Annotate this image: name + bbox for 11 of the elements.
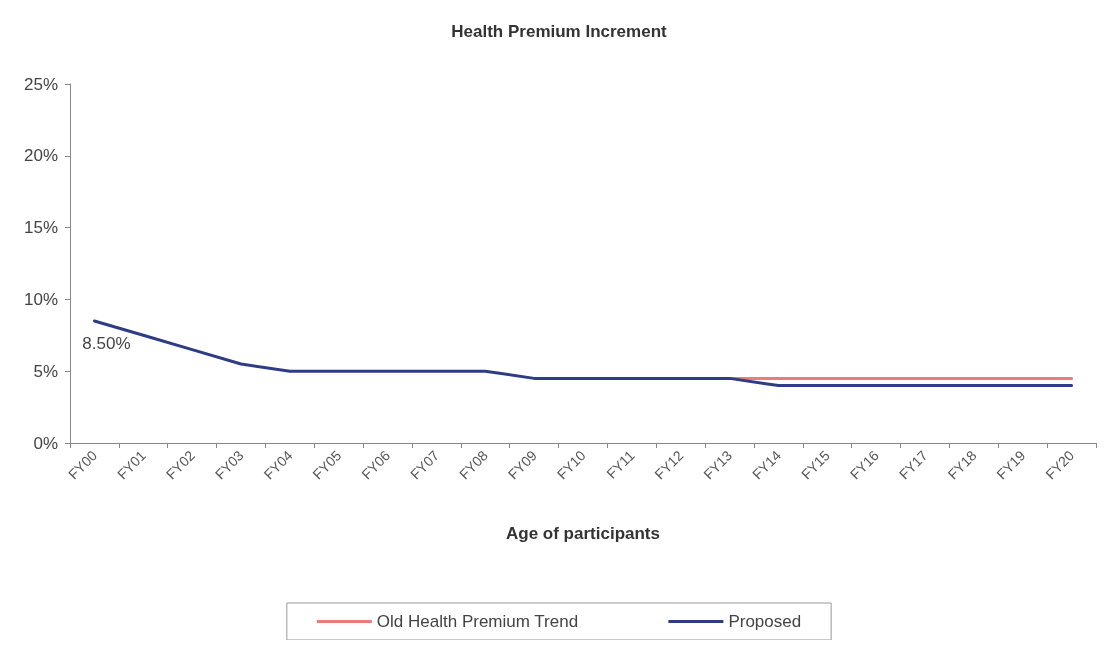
y-tick-label: 20% bbox=[23, 146, 58, 166]
y-tick-label: 10% bbox=[23, 289, 58, 309]
data-label: 8.50% bbox=[82, 333, 131, 353]
x-axis-title: Age of participants bbox=[506, 524, 660, 543]
legend-label: Old Health Premium Trend bbox=[376, 612, 579, 631]
y-tick-label: 25% bbox=[23, 74, 58, 94]
y-tick-label: 15% bbox=[23, 218, 58, 238]
y-tick-label: 0% bbox=[33, 433, 58, 453]
legend-label: Proposed bbox=[728, 612, 802, 631]
y-tick-label: 5% bbox=[33, 361, 58, 381]
chart-title: Health Premium Increment bbox=[451, 22, 668, 41]
